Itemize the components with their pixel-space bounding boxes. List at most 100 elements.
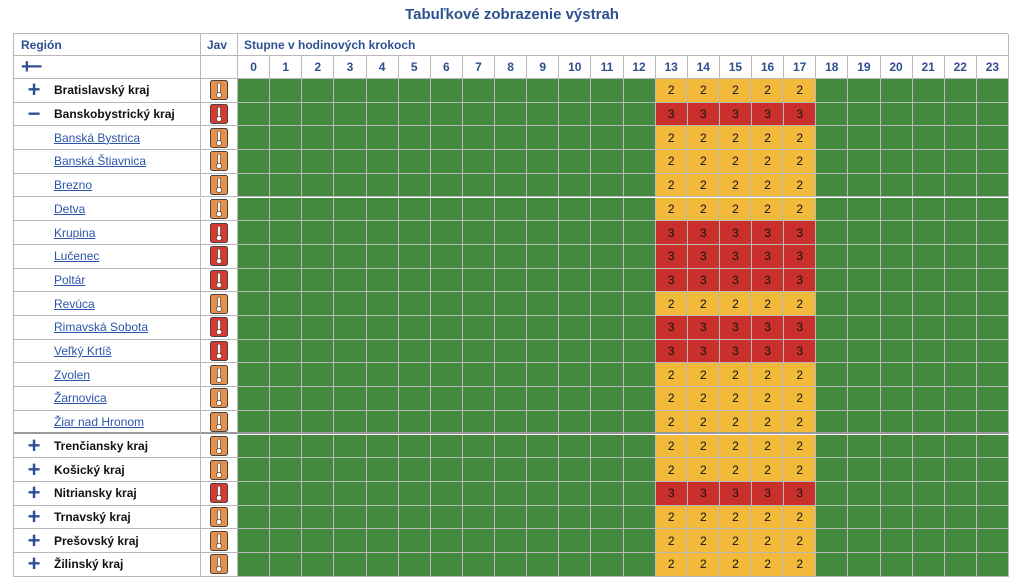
warning-cell — [334, 197, 367, 222]
warning-cell — [816, 173, 849, 198]
toggle[interactable]: + — [27, 503, 41, 529]
toggle[interactable]: + — [27, 480, 41, 506]
warning-cell: 3 — [719, 102, 752, 127]
jav-cell — [201, 197, 238, 222]
jav-cell — [201, 363, 238, 388]
warning-cell — [527, 387, 560, 411]
warning-cell — [398, 126, 431, 151]
warning-cell — [366, 244, 399, 269]
temperature-icon — [210, 554, 228, 575]
warning-cell — [398, 197, 431, 222]
district-link[interactable]: Zvolen — [54, 367, 91, 382]
warning-cell — [912, 363, 945, 388]
district-link[interactable]: Žarnovica — [54, 391, 107, 406]
warning-cell — [944, 197, 977, 222]
temperature-icon — [210, 364, 228, 385]
warning-cell — [944, 102, 977, 127]
warning-cell: 3 — [687, 339, 720, 364]
row-name-cell: Revúca — [14, 292, 201, 316]
warning-cell — [591, 316, 624, 340]
warning-cell: 2 — [784, 387, 817, 411]
warning-cell — [495, 126, 528, 151]
warning-cell — [912, 244, 945, 269]
district-link[interactable]: Lučenec — [54, 249, 100, 264]
district-link[interactable]: Rimavská Sobota — [54, 320, 149, 335]
warning-cell: 2 — [752, 410, 785, 435]
warning-cell: 2 — [784, 553, 817, 577]
warning-cell — [527, 244, 560, 269]
warning-cell — [976, 553, 1009, 577]
warning-cell — [880, 79, 913, 103]
district-link[interactable]: Revúca — [54, 296, 95, 311]
warning-cell — [495, 79, 528, 103]
header-cell: Jav — [201, 34, 238, 56]
jav-cell — [201, 292, 238, 316]
toggle[interactable]: + — [27, 77, 41, 103]
temperature-icon — [210, 388, 228, 409]
jav-cell — [201, 410, 238, 435]
row-name-cell: Žiar nad Hronom — [14, 410, 201, 435]
toggle[interactable]: + — [27, 551, 41, 577]
warning-cell — [880, 434, 913, 459]
warning-cell — [302, 197, 335, 222]
district-link[interactable]: Detva — [54, 201, 86, 216]
toggle[interactable]: + — [27, 527, 41, 553]
warning-cell — [238, 339, 271, 364]
warning-cell — [430, 102, 463, 127]
warning-cell — [591, 387, 624, 411]
warning-cell — [944, 126, 977, 151]
district-link[interactable]: Poltár — [54, 272, 86, 287]
warning-cell: 2 — [752, 292, 785, 316]
warning-cell — [816, 553, 849, 577]
district-link[interactable]: Brezno — [54, 178, 93, 193]
district-link[interactable]: Žiar nad Hronom — [54, 414, 145, 429]
warning-cell: 2 — [655, 363, 688, 388]
warning-cell — [848, 79, 881, 103]
warning-cell: 2 — [719, 126, 752, 151]
warning-cell — [302, 434, 335, 459]
toggle[interactable]: − — [27, 101, 41, 127]
warning-cell — [912, 150, 945, 174]
district-link[interactable]: Veľký Krtíš — [54, 344, 112, 359]
warning-cell — [559, 316, 592, 340]
toggle[interactable]: + — [27, 432, 41, 458]
warning-cell — [880, 387, 913, 411]
warning-cell — [495, 481, 528, 506]
warning-cell — [912, 79, 945, 103]
row-name-cell: + Trnavský kraj — [14, 503, 201, 530]
warning-cell: 2 — [752, 79, 785, 103]
warning-cell — [495, 458, 528, 482]
warning-cell — [430, 529, 463, 553]
district-link[interactable]: Banská Bystrica — [54, 130, 141, 145]
district-link[interactable]: Krupina — [54, 225, 96, 240]
toggle-all[interactable]: +− — [14, 56, 201, 79]
warning-cell — [495, 244, 528, 269]
warning-cell — [816, 339, 849, 364]
warning-cell — [591, 553, 624, 577]
warning-cell — [334, 363, 367, 388]
warning-cell: 2 — [655, 387, 688, 411]
warning-cell — [880, 410, 913, 435]
jav-cell — [201, 339, 238, 364]
warning-cell — [495, 221, 528, 245]
warning-cell — [270, 102, 303, 127]
temperature-icon — [210, 198, 228, 219]
district-link[interactable]: Banská Štiavnica — [54, 154, 147, 169]
region-name: Banskobystrický kraj — [54, 107, 175, 122]
warning-cell: 2 — [655, 292, 688, 316]
warning-cell: 2 — [719, 387, 752, 411]
warning-cell: 2 — [719, 150, 752, 174]
warning-cell: 2 — [687, 292, 720, 316]
jav-cell — [201, 387, 238, 411]
hour-label: 10 — [559, 56, 592, 79]
warning-cell: 2 — [687, 505, 720, 530]
warning-cell — [462, 221, 495, 245]
warning-cell — [527, 363, 560, 388]
hour-label: 14 — [687, 56, 720, 79]
hour-label: 8 — [495, 56, 528, 79]
warning-cell — [302, 363, 335, 388]
row-name-cell: + Trenčiansky kraj — [14, 432, 201, 459]
warning-cell — [623, 79, 656, 103]
toggle[interactable]: + — [27, 456, 41, 482]
